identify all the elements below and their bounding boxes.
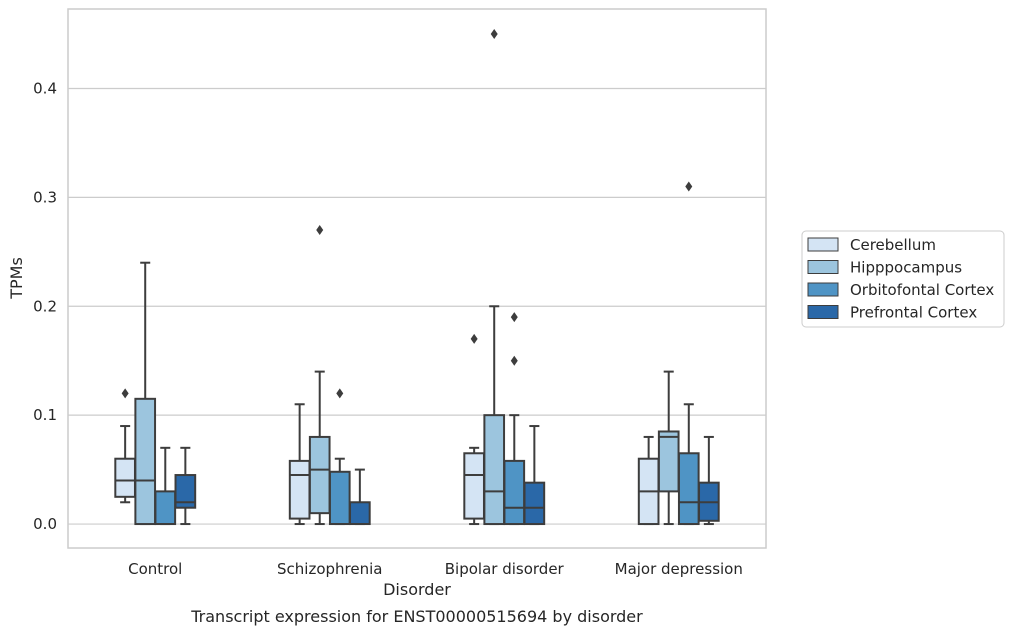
y-tick-label: 0.3: [33, 188, 57, 206]
y-tick-label: 0.0: [33, 515, 57, 533]
chart-caption: Transcript expression for ENST0000051569…: [190, 607, 643, 626]
outlier-point: [510, 312, 518, 323]
box-group: [637, 181, 720, 526]
legend-label: Hipppocampus: [850, 259, 962, 277]
box: [657, 430, 680, 493]
legend-swatch: [807, 260, 839, 274]
outlier-point: [470, 333, 478, 344]
box: [288, 459, 311, 520]
legend-label: Orbitofontal Cortex: [850, 281, 994, 299]
box: [174, 474, 197, 509]
x-tick-label: Major depression: [615, 560, 743, 578]
legend-frame: [801, 230, 1005, 328]
outlier-point: [685, 181, 693, 192]
box: [483, 414, 506, 526]
outlier-point: [316, 225, 324, 236]
box: [677, 452, 700, 526]
box: [308, 435, 331, 515]
box-groups: [114, 29, 720, 526]
box: [349, 501, 371, 526]
plot-frame: [67, 8, 767, 549]
outlier-point: [510, 355, 518, 366]
legend-label: Cerebellum: [850, 236, 936, 254]
x-tick-labels: Control Schizophrenia Bipolar disorder Majo…: [128, 560, 743, 578]
outlier-point: [490, 29, 498, 40]
y-tick-label: 0.1: [33, 406, 57, 424]
legend: Cerebellum Hipppocampus Orbitofontal Corte…: [801, 230, 1005, 328]
box-group: [463, 29, 546, 526]
x-tick-label: Bipolar disorder: [445, 560, 565, 578]
legend-label: Prefrontal Cortex: [850, 304, 977, 322]
box: [134, 397, 157, 526]
box: [154, 490, 177, 526]
legend-swatch: [807, 305, 839, 319]
legend-swatch: [807, 282, 839, 297]
outlier-point: [336, 388, 344, 399]
box: [328, 470, 351, 526]
legend-swatch: [807, 237, 839, 252]
y-tick-label: 0.4: [33, 79, 57, 97]
box: [523, 481, 546, 526]
x-tick-label: Control: [128, 560, 182, 578]
y-axis-label: TPMs: [7, 257, 26, 300]
y-tick-label: 0.2: [33, 297, 57, 315]
box: [463, 452, 485, 520]
x-axis-label: Disorder: [383, 580, 451, 599]
box-group: [288, 225, 371, 526]
outlier-point: [121, 388, 129, 399]
y-tick-labels: 0.0 0.1 0.2 0.3 0.4: [33, 79, 57, 533]
box: [114, 457, 136, 498]
x-tick-label: Schizophrenia: [277, 560, 382, 578]
box-group: [114, 261, 197, 526]
box: [503, 459, 526, 526]
